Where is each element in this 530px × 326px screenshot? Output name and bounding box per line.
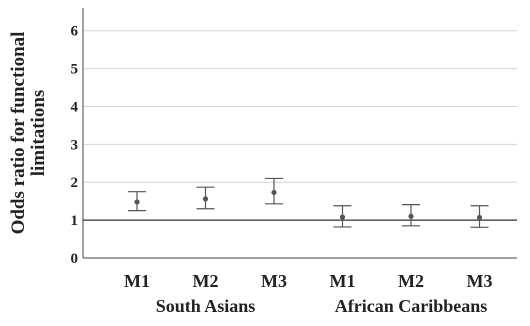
y-tick-label: 1	[71, 213, 79, 229]
y-tick-label: 6	[71, 24, 79, 40]
y-axis-title-line: limitations	[28, 90, 49, 177]
point-estimate	[271, 189, 277, 196]
axis-layer	[82, 8, 517, 259]
grid-layer	[83, 30, 517, 221]
y-tick-label: 5	[71, 62, 79, 78]
x-group-label: South Asians	[156, 296, 256, 316]
y-tick-label: 4	[71, 99, 79, 115]
point-estimate	[134, 199, 140, 205]
point-estimate	[339, 214, 346, 220]
y-tick-label: 2	[71, 175, 79, 191]
x-category-label: M2	[193, 271, 219, 291]
y-tick-label: 0	[71, 251, 79, 267]
x-category-label: M2	[398, 271, 424, 291]
x-category-label: M3	[261, 271, 287, 291]
x-category-label: M1	[124, 271, 150, 291]
marks-layer	[128, 177, 489, 228]
y-tick-label: 3	[71, 137, 79, 153]
x-category-label: M3	[467, 271, 493, 291]
x-category-label: M1	[330, 271, 356, 291]
y-axis-title-line: Odds ratio for functional	[8, 32, 29, 235]
y-axis-title: Odds ratio for functionallimitations	[8, 32, 49, 235]
point-estimate	[476, 214, 483, 221]
x-group-label: African Caribbeans	[335, 296, 488, 316]
point-estimate	[408, 213, 414, 219]
point-estimate	[202, 196, 209, 202]
